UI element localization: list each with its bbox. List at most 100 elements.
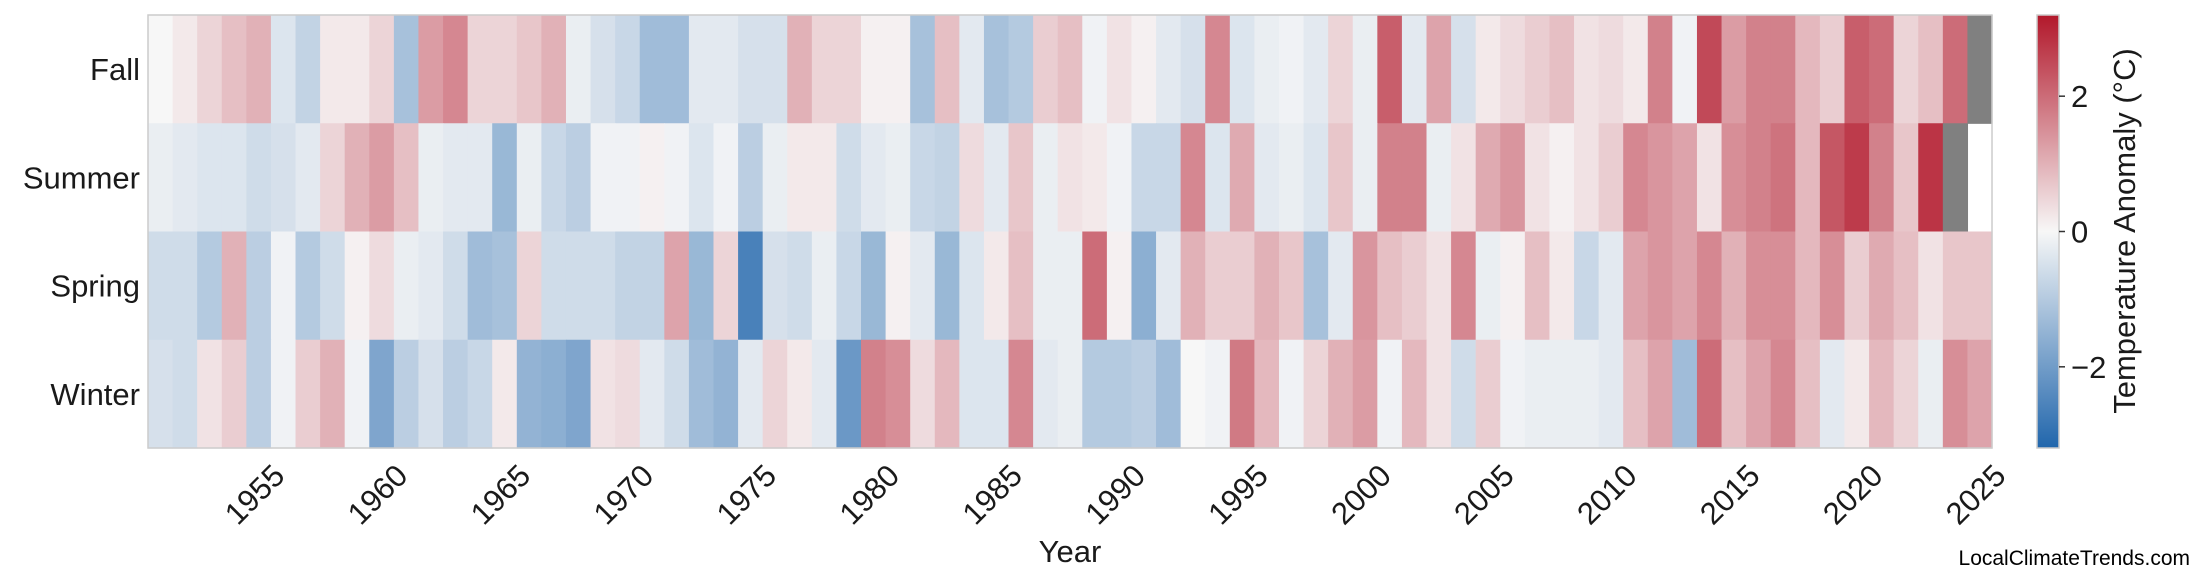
heatmap-cell-winter-1967 — [541, 339, 567, 449]
heatmap-cell-winter-1981 — [885, 339, 911, 449]
heatmap-cell-winter-1962 — [418, 339, 444, 449]
heatmap-cell-summer-2023 — [1918, 123, 1944, 233]
heatmap-cell-winter-1995 — [1229, 339, 1255, 449]
heatmap-cell-summer-1974 — [713, 123, 739, 233]
heatmap-cell-spring-1988 — [1057, 231, 1083, 341]
heatmap-cell-winter-2021 — [1869, 339, 1895, 449]
heatmap-cell-winter-1991 — [1131, 339, 1157, 449]
heatmap-cell-spring-1989 — [1082, 231, 1108, 341]
year-axis: 1955 1960 1965 1970 1975 1980 1985 1990 1995 2000… — [218, 458, 2013, 532]
heatmap-cell-fall-1963 — [443, 15, 469, 124]
heatmap-cell-fall-2010 — [1598, 15, 1624, 124]
heatmap-cell-fall-1969 — [590, 15, 616, 124]
heatmap-cell-winter-2015 — [1721, 339, 1747, 449]
heatmap-cell-winter-1951 — [148, 339, 174, 449]
heatmap-cell-winter-1986 — [1008, 339, 1034, 449]
heatmap-cell-summer-1962 — [418, 123, 444, 233]
heatmap-cell-spring-1985 — [983, 231, 1010, 341]
heatmap-cell-fall-2011 — [1623, 15, 1649, 124]
heatmap-cell-spring-2003 — [1426, 231, 1452, 341]
heatmap-cell-spring-2025 — [1967, 231, 1993, 341]
heatmap-cell-winter-1987 — [1033, 339, 1059, 449]
x-tick-label-1955: 1955 — [218, 458, 292, 532]
heatmap-cell-winter-1968 — [565, 339, 592, 449]
heatmap-cell-winter-1996 — [1254, 339, 1280, 449]
heatmap-cell-spring-2020 — [1844, 231, 1870, 341]
heatmap-cell-summer-2007 — [1524, 123, 1551, 233]
heatmap-cell-fall-1988 — [1057, 15, 1083, 124]
heatmap-cell-spring-2017 — [1770, 231, 1796, 341]
heatmap-cell-fall-1998 — [1303, 15, 1329, 124]
heatmap-cell-spring-2023 — [1918, 231, 1944, 341]
heatmap-cell-fall-1961 — [393, 15, 420, 124]
heatmap-cell-fall-1960 — [369, 15, 395, 124]
heatmap-cell-winter-1999 — [1328, 339, 1354, 449]
heatmap-cell-fall-1967 — [541, 15, 567, 124]
heatmap-cell-spring-1986 — [1008, 231, 1034, 341]
heatmap-cell-spring-1979 — [836, 231, 862, 341]
heatmap-cell-spring-1971 — [639, 231, 665, 341]
heatmap-cell-fall-2022 — [1893, 15, 1919, 124]
heatmap-cell-summer-1995 — [1229, 123, 1255, 233]
heatmap-cell-fall-1993 — [1180, 15, 1206, 124]
heatmap-cell-summer-1981 — [885, 123, 911, 233]
heatmap-cell-spring-1996 — [1254, 231, 1280, 341]
heatmap-cell-summer-1988 — [1057, 123, 1083, 233]
x-tick-label-2020: 2020 — [1816, 458, 1890, 532]
heatmap-cell-fall-1954 — [221, 15, 247, 124]
x-tick-label-1960: 1960 — [341, 458, 415, 532]
heatmap-cell-spring-2010 — [1598, 231, 1624, 341]
heatmap-cell-fall-2002 — [1401, 15, 1428, 124]
heatmap-cell-fall-1962 — [418, 15, 444, 124]
heatmap-cell-spring-1962 — [418, 231, 444, 341]
heatmap-cell-spring-2018 — [1795, 231, 1821, 341]
heatmap-cell-spring-2015 — [1721, 231, 1747, 341]
heatmap-cell-fall-1996 — [1254, 15, 1280, 124]
heatmap-cell-winter-2007 — [1524, 339, 1551, 449]
heatmap-cell-summer-1955 — [246, 123, 272, 233]
heatmap-cell-fall-2005 — [1475, 15, 1501, 124]
heatmap-cell-summer-1986 — [1008, 123, 1034, 233]
heatmap-cell-fall-2013 — [1672, 15, 1698, 124]
heatmap-cell-summer-1999 — [1328, 123, 1354, 233]
heatmap-cell-spring-1977 — [787, 231, 813, 341]
heatmap-cell-fall-2003 — [1426, 15, 1452, 124]
heatmap-cell-winter-1963 — [443, 339, 469, 449]
heatmap-cell-summer-1964 — [467, 123, 493, 233]
heatmap-cell-fall-1979 — [836, 15, 862, 124]
heatmap-cell-summer-2002 — [1401, 123, 1428, 233]
heatmap-cell-winter-1953 — [197, 339, 223, 449]
heatmap-cell-winter-2023 — [1918, 339, 1944, 449]
watermark: LocalClimateTrends.com — [1958, 547, 2190, 570]
heatmap-cell-summer-2001 — [1377, 123, 1403, 233]
heatmap-cell-summer-1961 — [393, 123, 420, 233]
heatmap-cell-spring-1965 — [492, 231, 518, 341]
heatmap-cell-summer-1952 — [172, 123, 198, 233]
heatmap-cell-winter-1982 — [910, 339, 936, 449]
heatmap-cell-summer-2008 — [1549, 123, 1575, 233]
heatmap-cell-spring-2013 — [1672, 231, 1698, 341]
heatmap-cell-spring-2000 — [1352, 231, 1378, 341]
heatmap-cell-winter-1990 — [1106, 339, 1133, 449]
heatmap-cell-spring-2007 — [1524, 231, 1551, 341]
heatmap-cell-fall-1971 — [639, 15, 665, 124]
heatmap-cell-summer-1983 — [934, 123, 960, 233]
heatmap-cell-summer-2021 — [1869, 123, 1895, 233]
heatmap-cell-winter-1979 — [836, 339, 862, 449]
colorbar-tick-label: 2 — [2071, 79, 2088, 114]
heatmap-cell-summer-1956 — [270, 123, 297, 233]
heatmap-cell-fall-1959 — [344, 15, 370, 124]
heatmap-cell-spring-2024 — [1942, 231, 1969, 341]
heatmap-cell-summer-1977 — [787, 123, 813, 233]
heatmap-cell-spring-1980 — [861, 231, 887, 341]
heatmap-cell-summer-1972 — [664, 123, 690, 233]
heatmap-cell-summer-1957 — [295, 123, 321, 233]
heatmap-cell-spring-1991 — [1131, 231, 1157, 341]
heatmap-cell-fall-1976 — [762, 15, 788, 124]
heatmap-cell-summer-1954 — [221, 123, 247, 233]
heatmap-cell-winter-2017 — [1770, 339, 1796, 449]
colorbar — [2036, 14, 2060, 449]
heatmap-cell-spring-1975 — [738, 231, 764, 341]
heatmap-cell-fall-1975 — [738, 15, 764, 124]
heatmap-cell-spring-2022 — [1893, 231, 1919, 341]
